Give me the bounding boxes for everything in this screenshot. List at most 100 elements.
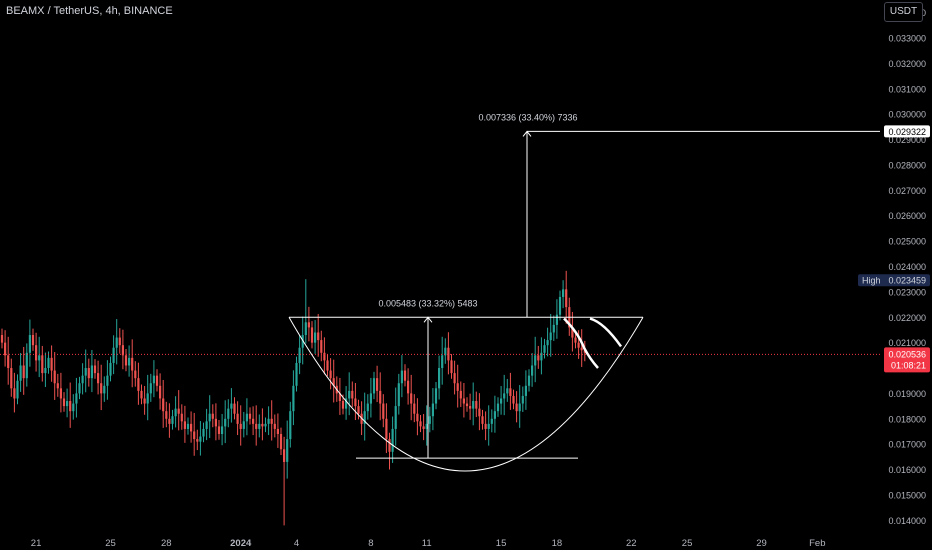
candle-body xyxy=(97,373,100,384)
time-tick-label: 11 xyxy=(422,538,432,549)
candle-body xyxy=(217,426,221,435)
candle-body xyxy=(59,388,62,399)
candle-body xyxy=(233,403,236,414)
candle-body xyxy=(258,423,261,429)
price-tick-label: 0.033000 xyxy=(888,34,926,44)
candle-body xyxy=(230,403,233,409)
cup-curve xyxy=(288,317,644,472)
price-axis[interactable]: 0.014000 0.015000 0.016000 0.017000 0.018000… xyxy=(880,0,932,533)
candle-body xyxy=(506,388,509,394)
candle-body xyxy=(205,421,208,429)
candle-body xyxy=(379,390,382,404)
candle-body xyxy=(410,393,413,404)
candle-body xyxy=(252,418,255,424)
candle-body xyxy=(496,403,500,412)
candle-body xyxy=(162,398,165,412)
candle-body xyxy=(351,390,354,399)
time-tick-label: 4 xyxy=(294,538,299,549)
candle-body xyxy=(35,345,38,361)
candle-body xyxy=(307,322,310,328)
candle-body xyxy=(62,398,66,407)
time-tick-label: 29 xyxy=(756,538,767,549)
high-price-tag xyxy=(858,274,930,287)
price-tick-label: 0.027000 xyxy=(888,186,926,196)
candle-body xyxy=(202,428,205,437)
candle-body xyxy=(208,413,211,422)
candle-body xyxy=(149,383,152,394)
candle-body xyxy=(177,408,180,414)
candle-body xyxy=(388,439,391,452)
candle-body xyxy=(0,335,4,343)
candle-body xyxy=(72,403,75,412)
candle-body xyxy=(534,355,537,366)
high-price-value: 0.023459 xyxy=(888,276,926,286)
candle-body xyxy=(558,296,562,315)
time-tick-label: 21 xyxy=(31,538,42,549)
candles-layer xyxy=(0,270,586,526)
symbol-title[interactable]: BEAMX / TetherUS, 4h, BINANCE xyxy=(6,5,173,17)
candle-body xyxy=(211,413,214,419)
candle-body xyxy=(338,393,341,402)
candle-body xyxy=(456,383,459,391)
candle-body xyxy=(87,368,90,379)
candle-body xyxy=(382,403,385,419)
price-tick-label: 0.019000 xyxy=(888,389,926,399)
candle-body xyxy=(571,327,574,338)
candle-body xyxy=(245,413,248,422)
last-price-value: 0.020536 xyxy=(888,349,926,359)
candle-body xyxy=(255,423,258,429)
candle-body xyxy=(512,395,515,404)
candle-body xyxy=(196,439,199,442)
candle-body xyxy=(242,421,245,429)
candle-body xyxy=(577,342,580,348)
price-tick-label: 0.022000 xyxy=(888,313,926,323)
candle-body xyxy=(134,370,137,379)
handle-stroke-right xyxy=(589,317,623,348)
candle-body xyxy=(372,378,376,394)
price-tick-label: 0.014000 xyxy=(888,516,926,526)
candle-body xyxy=(469,406,472,409)
candle-body xyxy=(155,375,159,386)
candle-body xyxy=(199,436,202,442)
target-measure-label: 0.007336 (33.40%) 7336 xyxy=(478,112,577,122)
candle-body xyxy=(301,335,304,348)
candle-body xyxy=(31,335,35,346)
candle-body xyxy=(13,388,16,399)
time-axis[interactable]: 21 25 28 2024 4 8 11 15 18 22 25 29 Feb xyxy=(31,538,826,549)
candle-body xyxy=(493,411,496,419)
candle-body xyxy=(428,416,431,424)
candle-body xyxy=(341,401,345,409)
candle-body xyxy=(261,423,264,427)
candle-body xyxy=(168,418,171,424)
candle-body xyxy=(81,375,84,384)
time-tick-label: 2024 xyxy=(230,538,252,549)
candle-body xyxy=(537,355,540,361)
price-tick-label: 0.015000 xyxy=(888,490,926,500)
candle-body xyxy=(159,385,162,399)
price-tick-label: 0.021000 xyxy=(888,338,926,348)
candle-body xyxy=(124,355,128,366)
candle-body xyxy=(416,413,419,422)
candle-body xyxy=(419,421,422,427)
candle-body xyxy=(276,428,279,435)
candle-body xyxy=(19,365,22,381)
candle-body xyxy=(317,332,320,341)
candle-body xyxy=(490,418,493,424)
candle-body xyxy=(465,403,469,407)
candle-body xyxy=(326,360,329,371)
candle-body xyxy=(403,370,407,381)
candle-body xyxy=(47,357,50,369)
candle-body xyxy=(444,347,447,356)
candle-body xyxy=(115,337,118,348)
candle-body xyxy=(562,289,565,297)
candle-body xyxy=(41,355,44,374)
time-tick-label: 18 xyxy=(552,538,563,549)
currency-unit-button[interactable]: USDT xyxy=(884,2,923,22)
candle-body xyxy=(186,423,190,429)
candle-body xyxy=(4,342,7,356)
candle-body xyxy=(400,370,403,384)
candle-body xyxy=(140,390,143,399)
candle-body xyxy=(146,393,149,404)
